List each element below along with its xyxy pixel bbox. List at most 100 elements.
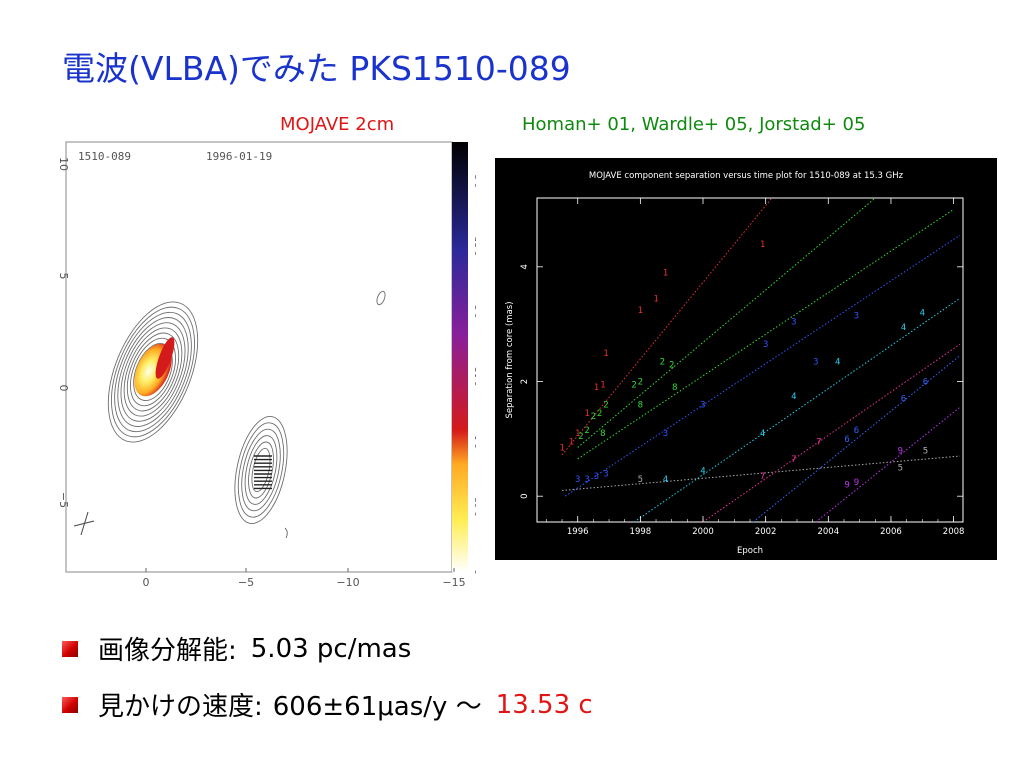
bullet-square-icon	[62, 640, 78, 657]
component-point: 2	[660, 357, 665, 367]
fit-line	[633, 297, 961, 523]
component-point: 2	[584, 426, 589, 436]
bullet-highlight: 13.53 c	[495, 689, 593, 720]
jet-contour	[234, 416, 288, 524]
core-contour	[133, 343, 173, 401]
core-emission	[134, 337, 175, 397]
x-axis-label: Epoch	[737, 546, 763, 556]
map-y-tick-label: 0	[57, 385, 70, 392]
colorbar-tick-label: 0.15	[475, 367, 476, 387]
core-contour	[111, 306, 195, 438]
component-point: 7	[791, 455, 796, 465]
beam-cross	[73, 511, 95, 536]
component-point: 3	[813, 357, 818, 367]
component-point: 2	[603, 400, 608, 410]
component-point: 2	[631, 380, 636, 390]
jet-contour	[244, 435, 278, 505]
component-point: 6	[854, 426, 859, 436]
component-point: 2	[591, 412, 596, 422]
map-date-label: 1996-01-19	[206, 150, 272, 163]
core-contour	[117, 317, 189, 427]
contours	[107, 290, 386, 539]
component-point: 5	[898, 464, 903, 474]
component-point: 7	[816, 438, 821, 448]
component-point: 3	[575, 475, 580, 485]
component-point: 5	[923, 446, 928, 456]
core-contour	[120, 322, 186, 422]
colorbar-ticks: 0 0.05 0.1 0.15 0.2 0.25 0.3	[475, 174, 476, 575]
fit-line	[702, 343, 961, 523]
right-caption: Homan+ 01, Wardle+ 05, Jorstad+ 05	[522, 114, 866, 135]
map-y-tick-label: 10	[57, 157, 70, 171]
component-point: 1	[569, 438, 574, 448]
colorbar-tick-label: 0.3	[475, 174, 476, 188]
component-point: 4	[835, 357, 840, 367]
y-ticks: 0 2 4	[520, 264, 963, 499]
component-point: 3	[700, 400, 705, 410]
x-tick-label: 2008	[943, 527, 965, 537]
colorbar	[452, 142, 468, 572]
component-point: 3	[594, 472, 599, 482]
component-point: 9	[844, 481, 849, 491]
component-point: 3	[763, 340, 768, 350]
component-point: 8	[638, 400, 643, 410]
minor-contour	[376, 290, 386, 306]
component-point: 3	[663, 429, 668, 439]
plot-title: MOJAVE component separation versus time …	[589, 171, 904, 181]
x-tick-label: 2006	[880, 527, 902, 537]
component-point: 2	[669, 360, 674, 370]
component-point: 4	[901, 323, 906, 333]
core-contour	[123, 327, 183, 417]
core-contour	[126, 332, 180, 412]
fit-line	[815, 406, 961, 523]
component-point: 5	[638, 475, 643, 485]
x-tick-label: 1996	[567, 527, 589, 537]
component-point: 2	[638, 378, 643, 388]
x-tick-label: 2004	[817, 527, 839, 537]
component-point: 1	[600, 380, 605, 390]
component-point: 6	[844, 435, 849, 445]
left-caption: MOJAVE 2cm	[280, 114, 395, 135]
separation-plot: MOJAVE component separation versus time …	[495, 158, 997, 560]
fit-line	[561, 197, 773, 456]
bullet-value: 606±61μas/y ～	[272, 692, 482, 722]
core-contour	[130, 337, 176, 407]
component-point: 9	[898, 446, 903, 456]
component-point: 1	[584, 409, 589, 419]
component-point: 1	[559, 443, 564, 453]
component-point: 1	[760, 240, 765, 250]
fit-line	[752, 355, 961, 523]
colorbar-tick-label: 0.1	[475, 435, 476, 449]
x-tick-label: 1998	[630, 527, 652, 537]
bullet-resolution: 画像分解能: 5.03 pc/mas	[62, 630, 411, 667]
component-point: 4	[920, 309, 925, 319]
colorbar-tick-label: 0.05	[475, 497, 476, 517]
component-point: 6	[901, 395, 906, 405]
core-contour	[114, 311, 192, 433]
plot-background	[495, 158, 997, 560]
map-y-tick-label: 5	[57, 273, 70, 280]
fit-line	[577, 209, 954, 460]
y-tick-label: 0	[520, 493, 530, 498]
bullet-velocity: 見かけの速度: 606±61μas/y ～ 13.53 c	[62, 686, 593, 723]
component-point: 4	[791, 392, 796, 402]
component-point: 3	[791, 317, 796, 327]
colorbar-tick-label: 0.25	[475, 236, 476, 256]
fit-lines	[561, 197, 961, 523]
map-source-label: 1510-089	[78, 150, 131, 163]
core-contour	[107, 301, 199, 443]
component-point: 1	[603, 349, 608, 359]
component-point: 2	[597, 409, 602, 419]
x-tick-label: 2002	[755, 527, 777, 537]
jet-contour	[241, 428, 281, 512]
bullet-square-icon	[62, 696, 78, 713]
component-point: 1	[663, 269, 668, 279]
component-point: 6	[923, 378, 928, 388]
colorbar-tick-label: 0	[475, 569, 476, 575]
bullet-value: 5.03 pc/mas	[250, 633, 412, 664]
bullet-label: 見かけの速度:	[98, 692, 263, 722]
y-axis-label: Separation from core (mas)	[505, 301, 515, 418]
component-point: 1	[575, 429, 580, 439]
component-point: 4	[760, 429, 765, 439]
